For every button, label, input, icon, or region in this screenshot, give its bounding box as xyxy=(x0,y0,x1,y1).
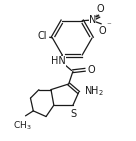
Text: O: O xyxy=(99,26,106,36)
Text: O: O xyxy=(88,65,95,75)
Text: Cl: Cl xyxy=(37,31,47,41)
Text: ⁻: ⁻ xyxy=(107,21,111,30)
Text: NH$_2$: NH$_2$ xyxy=(84,84,104,98)
Text: N: N xyxy=(89,15,96,25)
Text: S: S xyxy=(71,109,77,119)
Text: HN: HN xyxy=(51,56,65,66)
Text: O: O xyxy=(97,4,104,14)
Text: +: + xyxy=(93,14,99,20)
Text: CH$_3$: CH$_3$ xyxy=(13,119,32,132)
